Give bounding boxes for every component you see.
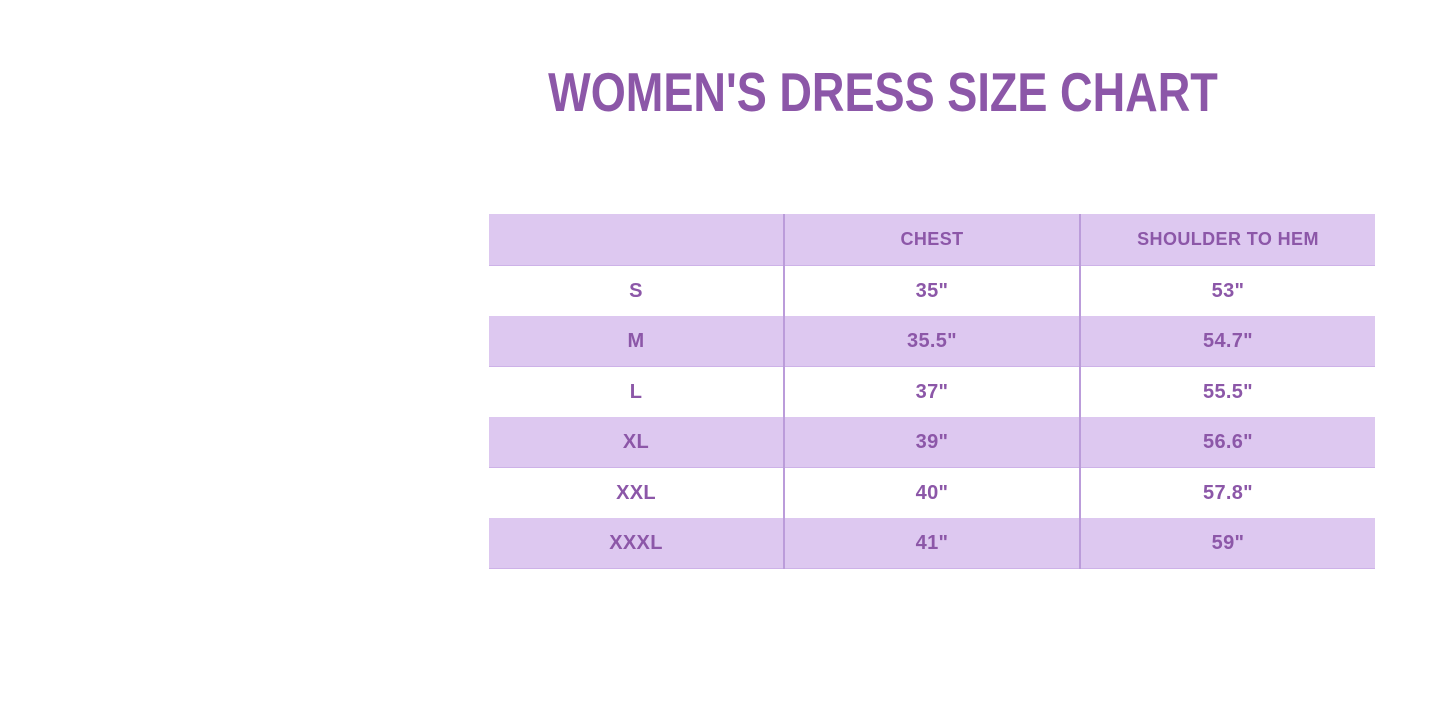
shoulder-to-hem-cell: 56.6" [1079, 417, 1375, 468]
chest-cell: 35" [783, 265, 1080, 316]
table-row: XXL 40" 57.8" [489, 467, 1375, 518]
shoulder-to-hem-cell: 59" [1079, 518, 1375, 569]
shoulder-to-hem-column-header: SHOULDER TO HEM [1079, 214, 1375, 266]
size-cell: XXXL [489, 518, 784, 569]
table-row: XL 39" 56.6" [489, 417, 1375, 468]
chest-cell: 39" [783, 417, 1080, 468]
chest-cell: 37" [783, 366, 1080, 417]
shoulder-to-hem-cell: 54.7" [1079, 316, 1375, 367]
chest-column-header: CHEST [783, 214, 1080, 266]
chest-cell: 35.5" [783, 316, 1080, 367]
shoulder-to-hem-cell: 57.8" [1079, 467, 1375, 518]
table-row: L 37" 55.5" [489, 366, 1375, 417]
size-chart-table: CHEST SHOULDER TO HEM S 35" 53" M 35.5" … [489, 214, 1375, 569]
size-column-header [489, 214, 784, 266]
table-row: S 35" 53" [489, 265, 1375, 316]
table-row: XXXL 41" 59" [489, 518, 1375, 569]
size-cell: M [489, 316, 784, 367]
chest-cell: 40" [783, 467, 1080, 518]
chest-cell: 41" [783, 518, 1080, 569]
shoulder-to-hem-cell: 53" [1079, 265, 1375, 316]
table-row: M 35.5" 54.7" [489, 316, 1375, 367]
size-cell: XXL [616, 481, 656, 504]
size-cell: S [629, 279, 643, 302]
shoulder-to-hem-cell: 55.5" [1079, 366, 1375, 417]
size-cell: XL [489, 417, 784, 468]
table-header-row: CHEST SHOULDER TO HEM [489, 214, 1375, 266]
page-title: WOMEN'S DRESS SIZE CHART [548, 61, 1218, 123]
size-cell: L [629, 380, 643, 403]
